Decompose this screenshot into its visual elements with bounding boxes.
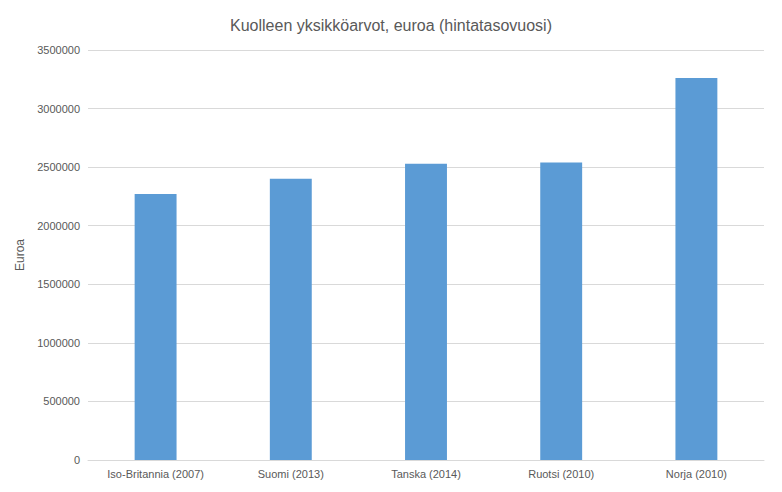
svg-text:Ruotsi (2010): Ruotsi (2010) xyxy=(528,468,594,480)
svg-text:Norja (2010): Norja (2010) xyxy=(666,468,727,480)
svg-text:3500000: 3500000 xyxy=(37,44,80,56)
svg-text:2000000: 2000000 xyxy=(37,220,80,232)
svg-text:3000000: 3000000 xyxy=(37,103,80,115)
svg-text:Suomi (2013): Suomi (2013) xyxy=(258,468,324,480)
svg-text:Tanska (2014): Tanska (2014) xyxy=(391,468,461,480)
svg-text:500000: 500000 xyxy=(43,395,80,407)
svg-text:1500000: 1500000 xyxy=(37,278,80,290)
svg-text:1000000: 1000000 xyxy=(37,337,80,349)
svg-text:0: 0 xyxy=(74,454,80,466)
svg-text:2500000: 2500000 xyxy=(37,161,80,173)
svg-text:Kuolleen yksikköarvot, euroa (: Kuolleen yksikköarvot, euroa (hintatasov… xyxy=(230,17,552,34)
svg-text:Euroa: Euroa xyxy=(13,239,27,271)
svg-text:Iso-Britannia (2007): Iso-Britannia (2007) xyxy=(107,468,204,480)
